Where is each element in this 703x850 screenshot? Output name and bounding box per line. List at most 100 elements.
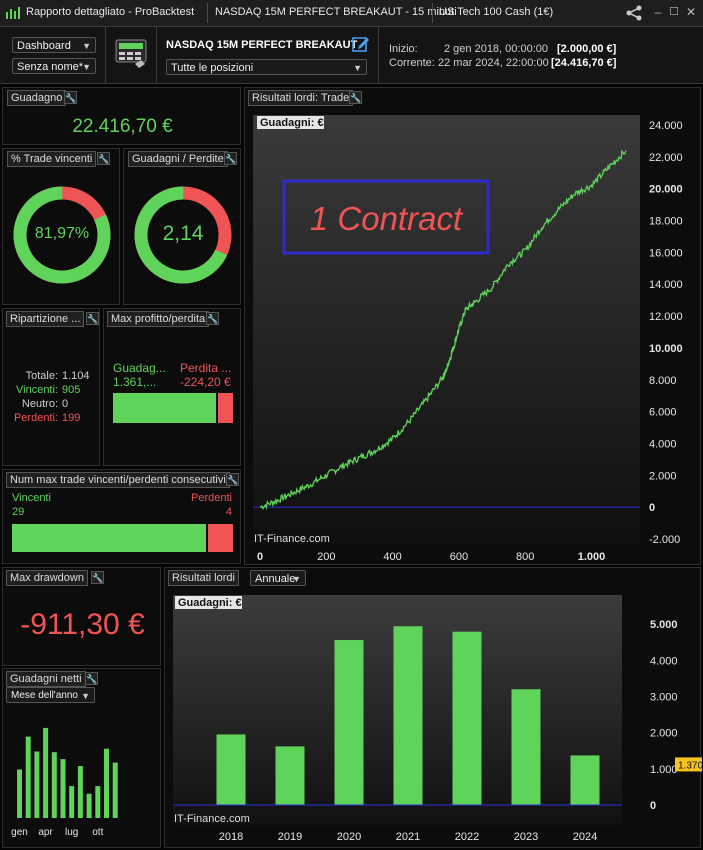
x-tick-label: 800 (516, 551, 534, 563)
wrench-icon[interactable]: 🔧 (224, 152, 237, 165)
month-bar[interactable] (104, 748, 109, 818)
y-tick-label: 8.000 (649, 375, 677, 387)
winrate-panel: % Trade vincenti 🔧 81,97% (2, 148, 120, 305)
chevron-down-icon: ▼ (81, 691, 90, 701)
year-bar[interactable] (570, 755, 600, 805)
year-bar[interactable] (511, 689, 541, 805)
gainloss-value: 2,14 (162, 222, 204, 245)
chevron-down-icon: ▼ (353, 63, 362, 73)
current-value-badge-text: 1.370,3 (678, 760, 702, 771)
divider (105, 27, 106, 83)
current-date: 22 mar 2024, 22:00:00 (438, 57, 549, 69)
wrench-icon[interactable]: 🔧 (226, 473, 239, 486)
toolbar: Dashboard ▼ Senza nome* ▼ NASDAQ 15M PER… (0, 27, 703, 84)
winrate-donut (13, 186, 111, 284)
start-capital: [2.000,00 €] (557, 43, 617, 55)
total-label: Totale: (25, 370, 58, 382)
x-tick-label: gen (11, 827, 28, 838)
divider (207, 3, 208, 23)
y-tick-label: 14.000 (649, 279, 683, 291)
breakdown-panel: Ripartizione ... 🔧 Totale: 1.104 Vincent… (2, 308, 100, 466)
tab-strategy[interactable]: NASDAQ 15M PERFECT BREAKAUT - 15 minuti (215, 6, 457, 18)
chevron-down-icon: ▼ (82, 41, 91, 51)
annotation-text: 1 Contract (310, 200, 464, 237)
month-bar[interactable] (112, 762, 118, 818)
net-panel-tab: Guadagni netti (6, 671, 86, 687)
y-tick-label: 4.000 (650, 655, 678, 667)
neutral-value: 0 (62, 398, 69, 410)
month-bar[interactable] (69, 786, 75, 818)
monthly-chart: gen apr lug ott (11, 727, 118, 838)
consecutive-panel: Num max trade vincenti/perdenti consecut… (2, 469, 241, 564)
month-bar[interactable] (51, 752, 57, 818)
yearly-period-select[interactable]: Annuale ▼ (250, 570, 306, 586)
probacktest-logo-icon (6, 7, 20, 19)
watermark: IT-Finance.com (254, 533, 330, 545)
series-label-box (175, 596, 242, 609)
month-bar[interactable] (17, 769, 22, 819)
month-bar[interactable] (95, 786, 101, 818)
layout-name-select-value: Senza nome* (17, 61, 84, 73)
share-icon[interactable] (626, 5, 642, 21)
dashboard-select[interactable]: Dashboard ▼ (12, 37, 96, 53)
close-icon[interactable]: ✕ (685, 5, 697, 19)
x-tick-label: 2019 (278, 831, 302, 843)
net-panel: Guadagni netti 🔧 Mese dell'anno ▼ gen apr… (2, 668, 161, 848)
y-tick-label: 3.000 (650, 691, 678, 703)
dashboard-select-value: Dashboard (17, 40, 71, 52)
y-tick-label: 18.000 (649, 216, 683, 228)
wrench-icon[interactable]: 🔧 (91, 571, 104, 584)
wrench-icon[interactable]: 🔧 (206, 312, 219, 325)
equity-panel: Risultati lordi: Trade 🔧 -2.000 0 2.000 4.0… (244, 87, 701, 565)
equity-plot-area (253, 115, 640, 545)
month-bar[interactable] (77, 766, 83, 818)
divider (432, 3, 433, 23)
month-bar[interactable] (34, 751, 40, 818)
x-tick-label: 1.000 (578, 551, 606, 563)
edit-icon[interactable] (352, 35, 370, 53)
winners-value: 905 (62, 384, 81, 396)
layout-name-select[interactable]: Senza nome* ▼ (12, 58, 96, 74)
drawdown-panel: Max drawdown 🔧 -911,30 € (2, 567, 161, 666)
positions-select[interactable]: Tutte le posizioni ▼ (166, 59, 367, 75)
watermark: IT-Finance.com (174, 813, 250, 825)
tab-instrument[interactable]: US Tech 100 Cash (1€) (439, 6, 554, 18)
x-tick-label: ott (92, 827, 103, 838)
equity-panel-tab: Risultati lordi: Trade (248, 90, 354, 106)
y-tick-label: 12.000 (649, 311, 683, 323)
wrench-icon[interactable]: 🔧 (349, 91, 362, 104)
winrate-value: 81,97% (34, 225, 90, 242)
total-value: 1.104 (62, 370, 90, 382)
year-bar[interactable] (393, 626, 423, 805)
gainloss-panel-tab: Guadagni / Perdite (128, 151, 228, 167)
drawdown-value: -911,30 € (20, 608, 145, 641)
consec-loss-label: Perdenti (191, 492, 232, 504)
month-bar[interactable] (25, 736, 31, 818)
minimize-icon[interactable]: – (654, 5, 662, 19)
wrench-icon[interactable]: 🔧 (97, 152, 110, 165)
month-bar[interactable] (43, 727, 49, 818)
year-bar[interactable] (275, 746, 305, 805)
consec-win-value: 29 (12, 506, 25, 518)
start-label: Inizio: (389, 43, 418, 55)
x-tick-label: 400 (383, 551, 401, 563)
year-bar[interactable] (334, 640, 364, 805)
x-tick-label: 0 (257, 551, 263, 563)
year-bar[interactable] (216, 734, 246, 805)
period-select[interactable]: Mese dell'anno ▼ (6, 687, 95, 703)
y-tick-label: 5.000 (650, 619, 678, 631)
y-tick-label: 2.000 (650, 728, 678, 740)
month-bar[interactable] (86, 793, 92, 818)
wrench-icon[interactable]: 🔧 (85, 672, 98, 685)
maximize-icon[interactable]: ☐ (669, 6, 679, 18)
wrench-icon[interactable]: 🔧 (86, 312, 99, 325)
month-bar[interactable] (60, 759, 66, 818)
wrench-icon[interactable]: 🔧 (64, 91, 77, 104)
year-bar[interactable] (452, 631, 482, 805)
max-gain-value: 1.361,... (113, 375, 157, 389)
x-tick-label: lug (65, 827, 78, 838)
yearly-panel: Risultati lordi Annuale ▼ 0 1.000 2.000 3.0… (164, 567, 702, 848)
strategy-code-icon[interactable] (115, 39, 147, 71)
x-tick-label: 2023 (514, 831, 538, 843)
